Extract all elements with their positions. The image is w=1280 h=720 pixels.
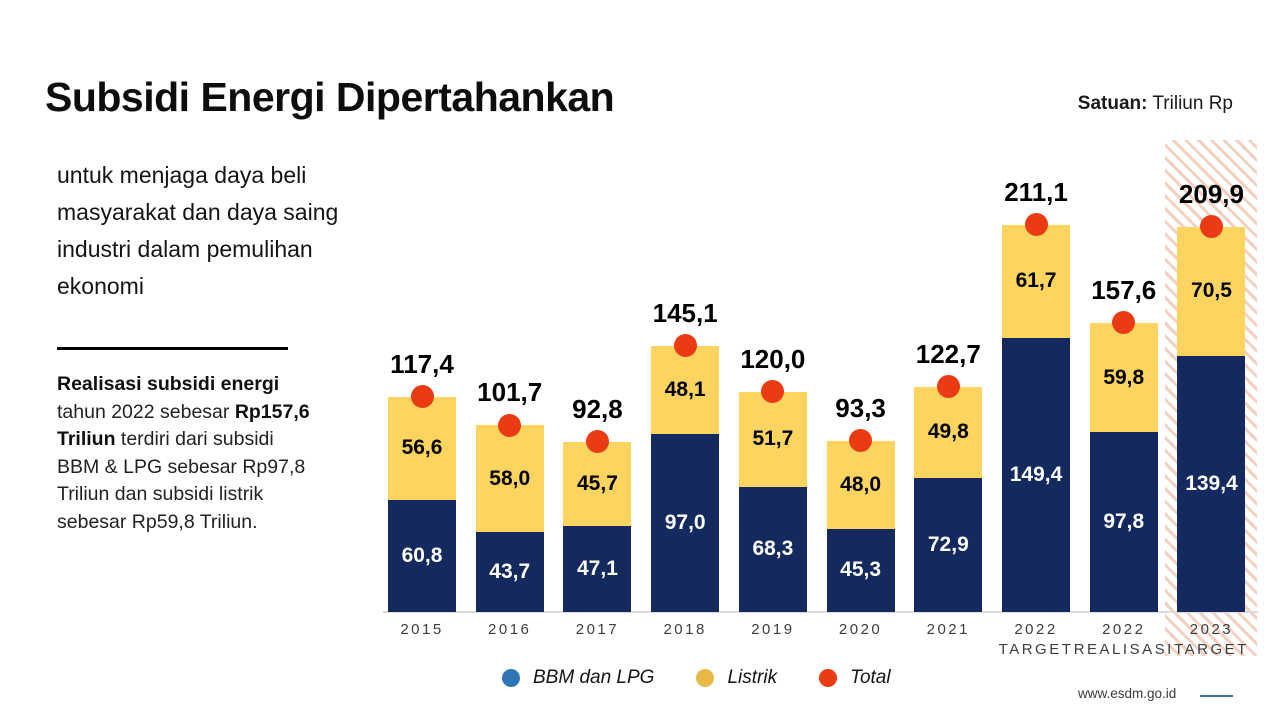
footer-accent-line bbox=[1200, 695, 1233, 697]
bar-segment-bbm-lpg: 43,7 bbox=[475, 531, 544, 612]
total-marker-icon bbox=[1199, 215, 1223, 239]
total-value-label: 211,1 bbox=[1004, 176, 1068, 207]
total-value-label: 93,3 bbox=[835, 392, 886, 423]
bbm-legend-dot-icon bbox=[502, 669, 520, 687]
total-marker-icon bbox=[849, 429, 873, 453]
unit-value: Triliun Rp bbox=[1147, 93, 1233, 114]
bar-segment-bbm-lpg: 68,3 bbox=[738, 486, 807, 612]
bar-segment-bbm-lpg: 149,4 bbox=[1002, 337, 1071, 612]
bar-segment-listrik: 58,0 bbox=[475, 425, 544, 532]
category-label: 2022 TARGET bbox=[998, 621, 1074, 658]
intro-line: industri dalam pemulihan bbox=[57, 236, 313, 262]
total-marker-icon bbox=[585, 430, 609, 454]
total-value-label: 92,8 bbox=[572, 393, 623, 424]
bar-segment-bbm-lpg: 45,3 bbox=[826, 528, 895, 612]
category-label: 2015 bbox=[400, 621, 444, 638]
intro-line: ekonomi bbox=[57, 273, 144, 299]
total-marker-icon bbox=[498, 413, 522, 437]
total-value-label: 117,4 bbox=[390, 348, 454, 379]
note-text: Realisasi subsidi energi tahun 2022 sebes… bbox=[57, 373, 310, 533]
bar-segment-bbm-lpg: 139,4 bbox=[1177, 356, 1246, 612]
bar-segment-listrik: 48,1 bbox=[651, 345, 720, 434]
bar-segment-bbm-lpg: 60,8 bbox=[388, 500, 456, 612]
unit-label: Satuan: bbox=[1077, 93, 1148, 114]
category-label: 2021 bbox=[926, 621, 970, 638]
category-label: 2019 bbox=[751, 621, 795, 638]
listrik-legend-dot-icon bbox=[696, 669, 715, 687]
total-value-label: 101,7 bbox=[477, 377, 543, 408]
bar-segment-bbm-lpg: 47,1 bbox=[563, 525, 632, 612]
bar-segment-listrik: 70,5 bbox=[1177, 226, 1246, 357]
total-marker-icon bbox=[673, 334, 697, 358]
bar-segment-bbm-lpg: 97,0 bbox=[651, 433, 720, 612]
total-value-label: 157,6 bbox=[1091, 274, 1157, 305]
bar-segment-listrik: 45,7 bbox=[563, 441, 632, 526]
bar-segment-listrik: 51,7 bbox=[738, 391, 807, 487]
category-label: 2017 bbox=[575, 621, 620, 638]
intro-text: untuk menjaga daya beli masyarakat dan d… bbox=[57, 157, 377, 305]
legend-item-total: Total bbox=[819, 667, 891, 689]
category-label: 2022 REALISASI bbox=[1073, 621, 1174, 658]
chart-legend: BBM dan LPG Listrik Total bbox=[502, 667, 891, 689]
total-marker-icon bbox=[1112, 311, 1136, 335]
total-value-label: 209,9 bbox=[1178, 178, 1244, 209]
intro-line: untuk menjaga daya beli bbox=[57, 162, 307, 188]
legend-label: Total bbox=[850, 667, 891, 688]
bar-segment-bbm-lpg: 72,9 bbox=[914, 478, 983, 612]
unit-note: Satuan: Triliun Rp bbox=[1078, 93, 1233, 115]
category-label: 2018 bbox=[663, 621, 707, 638]
bar-segment-listrik: 48,0 bbox=[826, 440, 895, 529]
total-value-label: 120,0 bbox=[740, 343, 806, 374]
total-value-label: 145,1 bbox=[652, 297, 718, 328]
legend-label: Listrik bbox=[727, 667, 778, 688]
category-label: 2020 bbox=[838, 621, 883, 638]
category-label: 2023 TARGET bbox=[1174, 621, 1249, 658]
total-marker-icon bbox=[1024, 213, 1048, 237]
total-marker-icon bbox=[761, 380, 785, 404]
total-value-label: 122,7 bbox=[915, 338, 981, 369]
divider-line bbox=[57, 347, 288, 350]
total-marker-icon bbox=[936, 375, 960, 399]
footer-url: www.esdm.go.id bbox=[1078, 686, 1177, 701]
intro-line: masyarakat dan daya saing bbox=[57, 199, 339, 225]
legend-label: BBM dan LPG bbox=[533, 667, 655, 688]
bar-segment-listrik: 61,7 bbox=[1002, 224, 1071, 338]
total-marker-icon bbox=[410, 385, 434, 408]
page-title: Subsidi Energi Dipertahankan bbox=[45, 74, 615, 120]
bar-segment-bbm-lpg: 97,8 bbox=[1089, 432, 1158, 612]
total-legend-dot-icon bbox=[819, 669, 838, 687]
legend-item-bbm: BBM dan LPG bbox=[502, 667, 654, 689]
bar-segment-listrik: 49,8 bbox=[914, 386, 983, 479]
bar-segment-listrik: 56,6 bbox=[388, 396, 456, 501]
category-label: 2016 bbox=[488, 621, 532, 638]
x-axis-line bbox=[383, 611, 1258, 613]
legend-item-listrik: Listrik bbox=[696, 667, 777, 689]
bar-segment-listrik: 59,8 bbox=[1089, 322, 1158, 433]
